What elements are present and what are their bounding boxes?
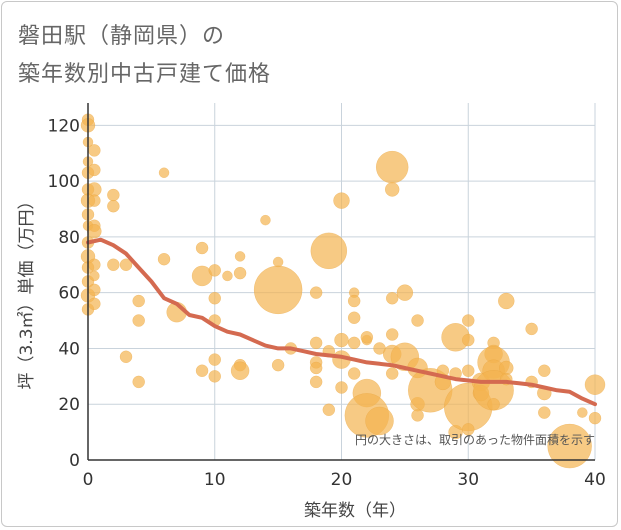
y-axis-title: 坪（3.3㎡）単価（万円） (17, 192, 37, 389)
scatter-point (309, 336, 323, 350)
y-tick-label: 0 (69, 451, 80, 471)
y-tick-label: 20 (58, 395, 80, 415)
y-tick-label: 40 (58, 339, 80, 359)
scatter-point (385, 328, 399, 341)
scatter-point (208, 353, 221, 366)
scatter-point (411, 314, 424, 327)
scatter-point (260, 214, 271, 226)
axes (87, 103, 595, 461)
scatter-point (333, 192, 350, 209)
x-tick-label: 40 (584, 470, 606, 490)
scatter-point (107, 258, 120, 272)
scatter-point (462, 314, 475, 327)
scatter-point (538, 364, 551, 377)
trend-line (86, 237, 597, 407)
scatter-point (538, 406, 551, 419)
bubble-size-note: 円の大きさは、取引のあった物件面積を示す (355, 432, 595, 447)
scatter-point (375, 150, 409, 184)
scatter-point (487, 397, 500, 411)
scatter-point (309, 375, 323, 389)
scatter-point (584, 374, 606, 395)
scatter-point (88, 194, 101, 207)
scatter-point (208, 370, 221, 383)
scatter-point (230, 361, 250, 380)
scatter-point (119, 350, 133, 364)
scatter-point (119, 258, 133, 272)
scatter-point (588, 411, 602, 425)
scatter-point (222, 270, 233, 282)
scatter-point (88, 283, 101, 297)
scatter-point (310, 232, 348, 270)
scatter-point (195, 241, 209, 255)
scatter-point (158, 167, 170, 178)
scatter-point (498, 292, 515, 310)
scatter-point (309, 286, 323, 299)
scatter-point (462, 423, 475, 436)
scatter-point (132, 314, 145, 327)
x-tick-label: 10 (204, 470, 226, 490)
scatter-point (195, 364, 209, 377)
scatter-point (396, 284, 414, 301)
scatter-point (272, 256, 284, 268)
scatter-point (384, 182, 400, 197)
grid (88, 103, 596, 460)
scatter-point (335, 381, 348, 394)
y-tick-label: 120 (48, 116, 80, 136)
scatter-point (233, 266, 247, 280)
scatter-point (385, 291, 399, 305)
y-tick-label: 80 (58, 228, 80, 248)
scatter-point (365, 406, 394, 436)
scatter-point (525, 322, 538, 336)
scatter-point (157, 252, 171, 266)
scatter-point (385, 367, 399, 380)
scatter-point (547, 423, 592, 469)
scatter-point (347, 311, 361, 325)
scatter-point (208, 264, 221, 277)
scatter-point (347, 367, 361, 380)
x-axis-title: 築年数（年） (304, 501, 406, 521)
scatter-point (334, 332, 349, 348)
scatter-point (208, 291, 221, 305)
scatter-point (88, 163, 101, 177)
scatter-point (107, 199, 120, 213)
scatter-point (87, 182, 102, 197)
scatter-point (88, 144, 101, 157)
y-tick-label: 60 (58, 284, 80, 304)
tick-labels: 0 20 40 60 80 100 120 0 10 20 30 40 (48, 116, 606, 490)
scatter-point (107, 188, 120, 202)
scatter-point (360, 331, 374, 344)
scatter-point (87, 224, 102, 239)
scatter-point (88, 297, 101, 311)
x-tick-label: 30 (457, 470, 479, 490)
y-tick-label: 100 (48, 172, 80, 192)
scatter-point (347, 336, 361, 350)
scatter-point (411, 409, 424, 422)
chart-title-line2: 築年数別中古戸建て価格 (18, 62, 272, 87)
scatter-point (234, 251, 246, 262)
scatter-point (309, 361, 323, 375)
scatter-point (462, 333, 475, 347)
x-tick-label: 20 (331, 470, 353, 490)
scatter-point (499, 360, 514, 376)
scatter-point (577, 407, 588, 418)
scatter-point (347, 294, 361, 308)
scatter-point (322, 403, 336, 417)
chart-title-line1: 磐田駅（静岡県）の (18, 24, 226, 49)
scatter-point (132, 294, 145, 308)
scatter-point (462, 364, 475, 377)
scatter-point (89, 270, 100, 282)
scatter-point (132, 375, 145, 389)
x-tick-label: 0 (83, 470, 94, 490)
scatter-point (88, 258, 101, 272)
scatter-point (271, 358, 285, 372)
scatter-point (253, 265, 303, 315)
